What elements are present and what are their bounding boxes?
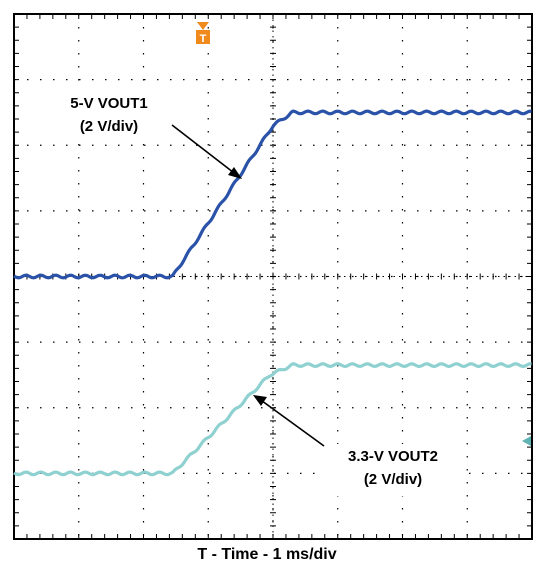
annotation-vout1-label: 5-V VOUT1 [70, 95, 148, 112]
arrow-vout2-head-icon [253, 395, 267, 406]
arrow-vout1 [171, 124, 239, 177]
ch2-level-marker-icon [522, 436, 531, 446]
annotation-vout1-scale: (2 V/div) [80, 118, 138, 135]
annotation-vout2-label: 3.3-V VOUT2 [348, 448, 438, 465]
annotation-vout2-scale: (2 V/div) [364, 471, 422, 488]
arrow-vout2 [257, 397, 325, 447]
annotation-vout2: 3.3-V VOUT2 (2 V/div) [320, 444, 466, 496]
arrow-vout1-head-icon [228, 167, 242, 179]
plot-grid [13, 13, 533, 540]
x-axis-label: T - Time - 1 ms/div [197, 546, 337, 563]
svg-text:T: T [200, 33, 207, 45]
trigger-marker-icon: T [196, 22, 210, 45]
annotation-vout1: 5-V VOUT1 (2 V/div) [44, 91, 178, 143]
annotation-arrows [171, 124, 325, 447]
trace-vout2 [13, 362, 532, 477]
plot-traces [13, 109, 532, 477]
trace-vout1 [13, 109, 532, 280]
